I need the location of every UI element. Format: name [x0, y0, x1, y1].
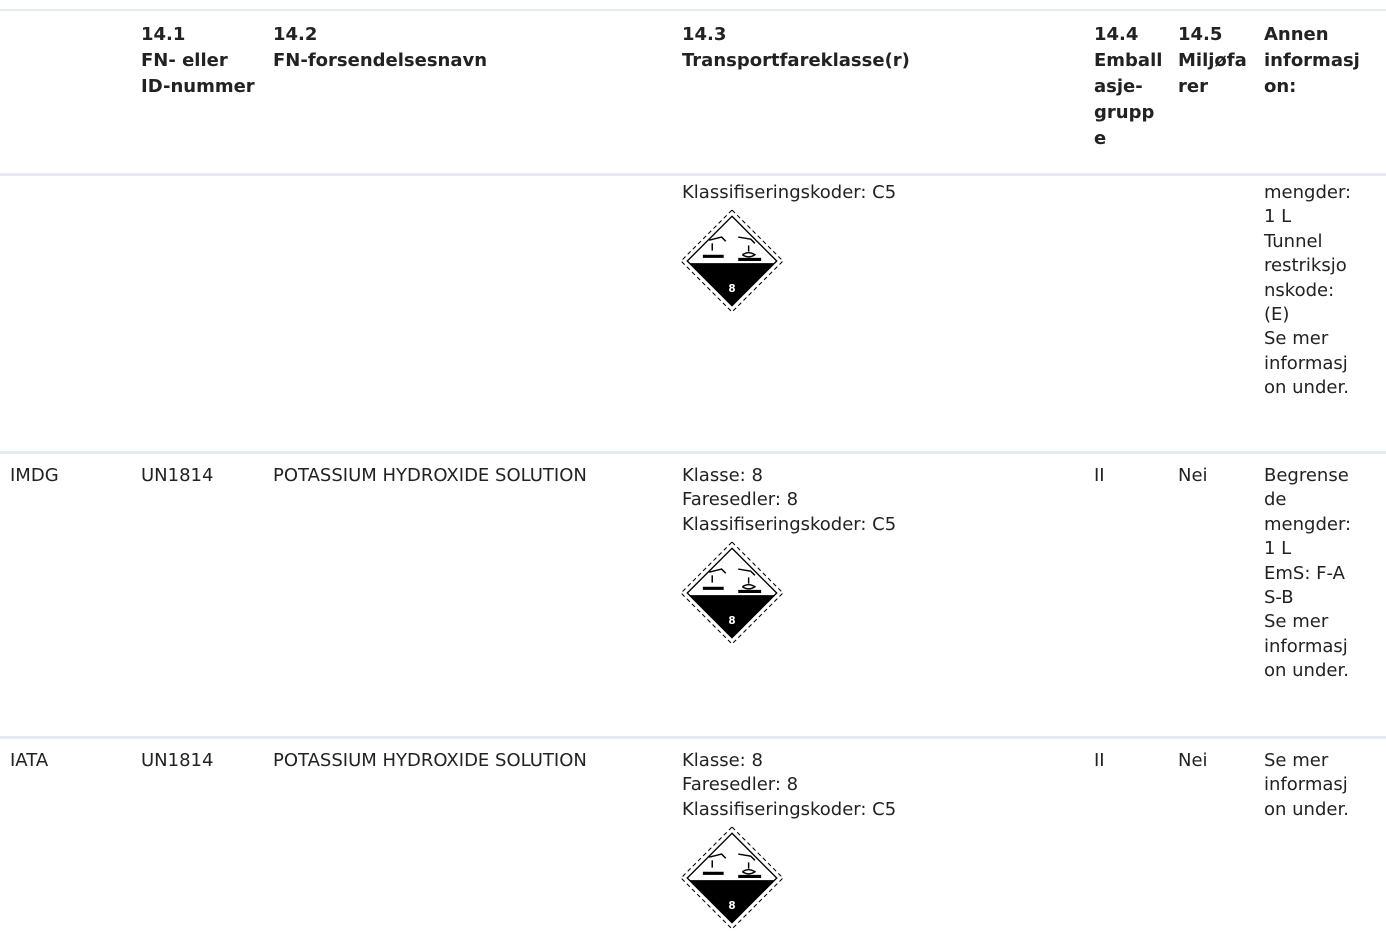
corrosive-hazard-diamond-icon: 8 — [680, 541, 784, 645]
hazard-class: Klasse: 8 — [682, 465, 763, 486]
row-divider — [0, 736, 1386, 739]
placard-class-number: 8 — [728, 615, 735, 627]
other-info-line: 1 L — [1264, 206, 1292, 228]
header-col-14-5: 14.5 Miljøfa rer — [1178, 22, 1247, 100]
header-label: e — [1094, 128, 1107, 149]
packing-group: II — [1094, 465, 1105, 486]
header-label: Emball — [1094, 50, 1163, 71]
header-number: 14.2 — [273, 24, 318, 45]
classification-code: Klassifiseringskoder: C5 — [682, 798, 897, 820]
header-label: grupp — [1094, 102, 1155, 123]
other-info-cell: Begrense de mengder: 1 L EmS: F-A S-B Se… — [1264, 464, 1351, 684]
hazard-labels: Faresedler: 8 — [682, 489, 799, 511]
other-info-line: informasj — [1264, 352, 1348, 374]
other-info-line: Begrense — [1264, 465, 1349, 486]
transport-mode: IATA — [10, 750, 49, 771]
placard-class-number: 8 — [728, 900, 735, 912]
header-number: 14.3 — [682, 24, 727, 45]
row-divider — [0, 451, 1386, 454]
hazard-class-cell: Klassifiseringskoder: C5 8 — [680, 181, 897, 314]
header-label: Miljøfa — [1178, 50, 1247, 71]
other-info-line: informasj — [1264, 774, 1348, 796]
other-info-line: (E) — [1264, 304, 1290, 326]
other-info-line: nskode: — [1264, 279, 1335, 301]
shipping-name: POTASSIUM HYDROXIDE SOLUTION — [273, 465, 587, 486]
other-info-line: EmS: F-A — [1264, 562, 1345, 584]
header-label: Annen — [1264, 24, 1329, 45]
hazard-class-cell: Klasse: 8 Faresedler: 8 Klassifiseringsk… — [680, 464, 897, 645]
other-info-line: de — [1264, 489, 1287, 511]
other-info-cell: Se mer informasj on under. — [1264, 749, 1349, 822]
other-info-line: mengder: — [1264, 513, 1352, 535]
table-top-rule — [0, 9, 1386, 11]
classification-code: Klassifiseringskoder: C5 — [682, 182, 897, 203]
header-label: informasj — [1264, 50, 1360, 71]
header-col-other-info: Annen informasj on: — [1264, 22, 1360, 100]
other-info-line: mengder: — [1264, 182, 1352, 203]
other-info-line: Tunnel — [1264, 230, 1323, 252]
other-info-line: Se mer — [1264, 611, 1329, 633]
header-label: FN- eller — [141, 50, 228, 71]
header-number: 14.5 — [1178, 24, 1223, 45]
header-label: on: — [1264, 76, 1297, 97]
other-info-cell: mengder: 1 L Tunnel restriksjo nskode: (… — [1264, 181, 1351, 401]
header-bottom-rule — [0, 173, 1386, 176]
header-number: 14.4 — [1094, 24, 1139, 45]
other-info-line: Se mer — [1264, 750, 1329, 771]
hazard-class: Klasse: 8 — [682, 750, 763, 771]
header-label: FN-forsendelsesnavn — [273, 50, 488, 71]
header-label: ID-nummer — [141, 76, 255, 97]
other-info-line: restriksjo — [1264, 255, 1347, 277]
header-col-14-2: 14.2 FN-forsendelsesnavn — [273, 22, 487, 74]
other-info-line: on under. — [1264, 660, 1349, 682]
corrosive-hazard-diamond-icon: 8 — [680, 209, 784, 314]
header-label: asje- — [1094, 76, 1143, 97]
packing-group: II — [1094, 750, 1105, 771]
header-label: Transportfareklasse(r) — [682, 50, 910, 71]
header-number: 14.1 — [141, 24, 186, 45]
other-info-line: 1 L — [1264, 538, 1292, 560]
other-info-line: on under. — [1264, 798, 1349, 820]
hazard-labels: Faresedler: 8 — [682, 774, 799, 796]
other-info-line: Se mer — [1264, 328, 1329, 350]
placard-class-number: 8 — [728, 284, 735, 296]
header-col-14-1: 14.1 FN- eller ID-nummer — [141, 22, 255, 100]
environmental-hazard: Nei — [1178, 465, 1208, 486]
classification-code: Klassifiseringskoder: C5 — [682, 513, 897, 535]
header-label: rer — [1178, 76, 1208, 97]
header-col-14-3: 14.3 Transportfareklasse(r) — [682, 22, 910, 74]
other-info-line: informasj — [1264, 635, 1348, 657]
shipping-name: POTASSIUM HYDROXIDE SOLUTION — [273, 750, 587, 771]
un-number: UN1814 — [141, 465, 214, 486]
other-info-line: on under. — [1264, 377, 1349, 399]
un-number: UN1814 — [141, 750, 214, 771]
hazard-class-cell: Klasse: 8 Faresedler: 8 Klassifiseringsk… — [680, 749, 897, 930]
transport-mode: IMDG — [10, 465, 59, 486]
environmental-hazard: Nei — [1178, 750, 1208, 771]
header-col-14-4: 14.4 Emball asje- grupp e — [1094, 22, 1162, 152]
corrosive-hazard-diamond-icon: 8 — [680, 826, 784, 930]
other-info-line: S-B — [1264, 587, 1294, 609]
